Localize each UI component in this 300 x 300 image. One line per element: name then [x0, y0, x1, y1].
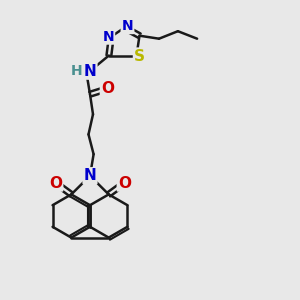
Text: O: O — [49, 176, 62, 190]
Text: O: O — [101, 81, 114, 96]
Text: N: N — [84, 64, 96, 79]
Text: N: N — [103, 30, 114, 44]
Text: S: S — [134, 49, 145, 64]
Text: N: N — [122, 19, 133, 33]
Text: H: H — [71, 64, 82, 78]
Text: O: O — [118, 176, 131, 190]
Text: N: N — [84, 168, 96, 183]
